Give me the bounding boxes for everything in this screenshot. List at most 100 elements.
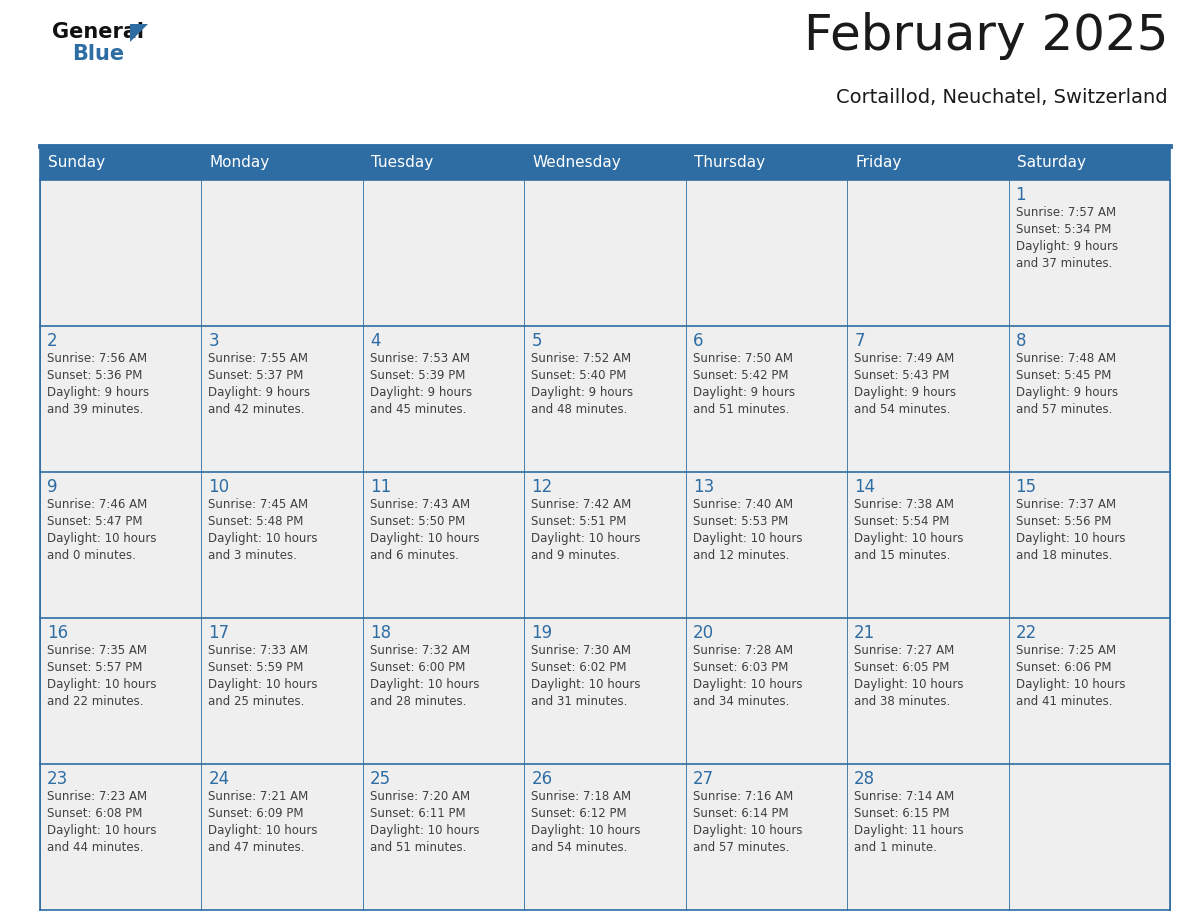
Bar xyxy=(847,326,1009,472)
Bar xyxy=(847,764,1009,910)
Text: Cortaillod, Neuchatel, Switzerland: Cortaillod, Neuchatel, Switzerland xyxy=(836,88,1168,107)
Bar xyxy=(524,764,685,910)
Text: Sunset: 5:51 PM: Sunset: 5:51 PM xyxy=(531,515,626,528)
Text: and 57 minutes.: and 57 minutes. xyxy=(1016,403,1112,416)
Text: Sunrise: 7:46 AM: Sunrise: 7:46 AM xyxy=(48,498,147,511)
Text: Daylight: 10 hours: Daylight: 10 hours xyxy=(854,532,963,545)
Text: Sunrise: 7:38 AM: Sunrise: 7:38 AM xyxy=(854,498,954,511)
Bar xyxy=(685,180,847,326)
Text: Sunrise: 7:42 AM: Sunrise: 7:42 AM xyxy=(531,498,632,511)
Text: Sunrise: 7:52 AM: Sunrise: 7:52 AM xyxy=(531,352,631,365)
Text: Daylight: 10 hours: Daylight: 10 hours xyxy=(693,678,802,691)
Text: Sunrise: 7:48 AM: Sunrise: 7:48 AM xyxy=(1016,352,1116,365)
Text: Daylight: 9 hours: Daylight: 9 hours xyxy=(1016,386,1118,399)
Text: 1: 1 xyxy=(1016,186,1026,204)
Text: Sunrise: 7:49 AM: Sunrise: 7:49 AM xyxy=(854,352,954,365)
Text: Sunset: 6:11 PM: Sunset: 6:11 PM xyxy=(369,807,466,820)
Text: 17: 17 xyxy=(208,624,229,642)
Text: and 28 minutes.: and 28 minutes. xyxy=(369,695,466,708)
Text: and 34 minutes.: and 34 minutes. xyxy=(693,695,789,708)
Text: Sunset: 5:53 PM: Sunset: 5:53 PM xyxy=(693,515,788,528)
Text: Thursday: Thursday xyxy=(694,155,765,170)
Text: Sunrise: 7:21 AM: Sunrise: 7:21 AM xyxy=(208,790,309,803)
Text: Wednesday: Wednesday xyxy=(532,155,621,170)
Text: Blue: Blue xyxy=(72,44,124,64)
Text: Daylight: 10 hours: Daylight: 10 hours xyxy=(693,532,802,545)
Text: 5: 5 xyxy=(531,332,542,350)
Bar xyxy=(524,326,685,472)
Bar xyxy=(202,472,362,618)
Text: Daylight: 9 hours: Daylight: 9 hours xyxy=(854,386,956,399)
Text: 11: 11 xyxy=(369,478,391,496)
Text: 14: 14 xyxy=(854,478,876,496)
Bar xyxy=(685,618,847,764)
Text: Daylight: 10 hours: Daylight: 10 hours xyxy=(531,678,640,691)
Text: 7: 7 xyxy=(854,332,865,350)
Text: Sunrise: 7:32 AM: Sunrise: 7:32 AM xyxy=(369,644,470,657)
Text: Sunset: 5:37 PM: Sunset: 5:37 PM xyxy=(208,369,304,382)
Text: and 45 minutes.: and 45 minutes. xyxy=(369,403,466,416)
Text: Sunset: 6:03 PM: Sunset: 6:03 PM xyxy=(693,661,788,674)
Text: and 37 minutes.: and 37 minutes. xyxy=(1016,257,1112,270)
Text: Saturday: Saturday xyxy=(1017,155,1086,170)
Text: 4: 4 xyxy=(369,332,380,350)
Text: Sunset: 6:12 PM: Sunset: 6:12 PM xyxy=(531,807,627,820)
Text: Sunset: 6:14 PM: Sunset: 6:14 PM xyxy=(693,807,789,820)
Text: Daylight: 10 hours: Daylight: 10 hours xyxy=(369,678,479,691)
Bar xyxy=(40,472,202,618)
Text: Sunset: 5:34 PM: Sunset: 5:34 PM xyxy=(1016,223,1111,236)
Text: and 0 minutes.: and 0 minutes. xyxy=(48,549,135,562)
Text: 25: 25 xyxy=(369,770,391,788)
Text: and 3 minutes.: and 3 minutes. xyxy=(208,549,297,562)
Bar xyxy=(40,148,1170,180)
Bar xyxy=(202,326,362,472)
Text: Sunrise: 7:50 AM: Sunrise: 7:50 AM xyxy=(693,352,792,365)
Bar xyxy=(524,472,685,618)
Text: Sunset: 5:36 PM: Sunset: 5:36 PM xyxy=(48,369,143,382)
Bar xyxy=(685,764,847,910)
Bar xyxy=(847,180,1009,326)
Text: Daylight: 10 hours: Daylight: 10 hours xyxy=(208,824,318,837)
Text: Tuesday: Tuesday xyxy=(371,155,434,170)
Text: and 44 minutes.: and 44 minutes. xyxy=(48,841,144,854)
Bar xyxy=(202,618,362,764)
Text: Sunset: 6:02 PM: Sunset: 6:02 PM xyxy=(531,661,627,674)
Text: Sunset: 5:48 PM: Sunset: 5:48 PM xyxy=(208,515,304,528)
Text: Sunset: 5:47 PM: Sunset: 5:47 PM xyxy=(48,515,143,528)
Text: Sunset: 5:59 PM: Sunset: 5:59 PM xyxy=(208,661,304,674)
Text: Sunrise: 7:35 AM: Sunrise: 7:35 AM xyxy=(48,644,147,657)
Text: Daylight: 10 hours: Daylight: 10 hours xyxy=(531,824,640,837)
Bar xyxy=(40,326,202,472)
Text: 21: 21 xyxy=(854,624,876,642)
Text: Sunset: 6:08 PM: Sunset: 6:08 PM xyxy=(48,807,143,820)
Text: and 54 minutes.: and 54 minutes. xyxy=(531,841,627,854)
Text: 16: 16 xyxy=(48,624,68,642)
Text: Daylight: 10 hours: Daylight: 10 hours xyxy=(48,678,157,691)
Text: Daylight: 9 hours: Daylight: 9 hours xyxy=(369,386,472,399)
Bar xyxy=(202,764,362,910)
Text: and 51 minutes.: and 51 minutes. xyxy=(693,403,789,416)
Text: Sunrise: 7:30 AM: Sunrise: 7:30 AM xyxy=(531,644,631,657)
Bar xyxy=(847,618,1009,764)
Text: 10: 10 xyxy=(208,478,229,496)
Text: Daylight: 10 hours: Daylight: 10 hours xyxy=(369,824,479,837)
Bar xyxy=(40,618,202,764)
Text: Sunrise: 7:27 AM: Sunrise: 7:27 AM xyxy=(854,644,954,657)
Text: Sunset: 5:56 PM: Sunset: 5:56 PM xyxy=(1016,515,1111,528)
Text: Daylight: 9 hours: Daylight: 9 hours xyxy=(208,386,310,399)
Text: Sunset: 5:43 PM: Sunset: 5:43 PM xyxy=(854,369,949,382)
Text: and 25 minutes.: and 25 minutes. xyxy=(208,695,305,708)
Text: Sunrise: 7:28 AM: Sunrise: 7:28 AM xyxy=(693,644,792,657)
Text: Sunset: 5:45 PM: Sunset: 5:45 PM xyxy=(1016,369,1111,382)
Bar xyxy=(1009,472,1170,618)
Bar xyxy=(1009,326,1170,472)
Text: 12: 12 xyxy=(531,478,552,496)
Text: Daylight: 9 hours: Daylight: 9 hours xyxy=(693,386,795,399)
Text: 26: 26 xyxy=(531,770,552,788)
Text: and 41 minutes.: and 41 minutes. xyxy=(1016,695,1112,708)
Text: Sunrise: 7:23 AM: Sunrise: 7:23 AM xyxy=(48,790,147,803)
Text: 27: 27 xyxy=(693,770,714,788)
Text: Sunset: 5:50 PM: Sunset: 5:50 PM xyxy=(369,515,466,528)
Text: and 31 minutes.: and 31 minutes. xyxy=(531,695,627,708)
Text: February 2025: February 2025 xyxy=(803,12,1168,60)
